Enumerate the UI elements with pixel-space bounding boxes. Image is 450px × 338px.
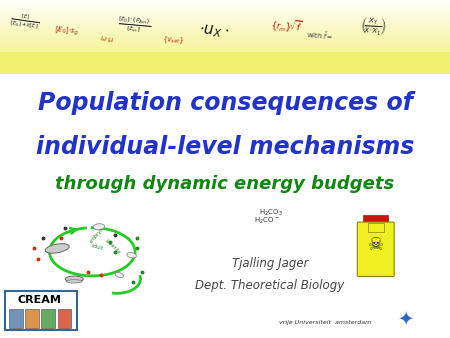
Bar: [0, 4, 450, 6]
Bar: [0, 25, 450, 27]
Bar: [41, 309, 55, 328]
Bar: [0, 55, 450, 56]
Bar: [0, 53, 450, 55]
Bar: [0, 73, 450, 74]
Bar: [0, 67, 450, 68]
Bar: [0, 34, 450, 36]
Bar: [0, 0, 450, 1]
Bar: [0, 6, 450, 7]
Bar: [0, 21, 450, 22]
Bar: [0, 64, 450, 66]
Bar: [0, 18, 450, 19]
Bar: [0, 71, 450, 73]
Bar: [0, 31, 450, 33]
Text: $[E_0]\!\cdot\! s_g$: $[E_0]\!\cdot\! s_g$: [54, 25, 79, 38]
Bar: [0, 48, 450, 49]
Bar: [0, 68, 450, 70]
Text: individual-level mechanisms: individual-level mechanisms: [36, 135, 414, 159]
Bar: [0, 1, 450, 3]
Bar: [0, 16, 450, 18]
Text: Population consequences of: Population consequences of: [37, 91, 413, 115]
Bar: [0, 42, 450, 43]
Text: $\mathsf{H_2CO^-}$: $\mathsf{H_2CO^-}$: [254, 216, 280, 226]
Bar: [0, 61, 450, 63]
Bar: [0, 27, 450, 28]
Text: through dynamic energy budgets: through dynamic energy budgets: [55, 175, 395, 193]
Bar: [0, 30, 450, 31]
Text: $\mathsf{H_2CO}_3$: $\mathsf{H_2CO}_3$: [259, 208, 283, 218]
Bar: [0, 3, 450, 4]
Bar: [0, 28, 450, 30]
Bar: [0, 19, 450, 21]
FancyBboxPatch shape: [357, 222, 394, 276]
Bar: [0, 49, 450, 51]
Text: $\{r_m\}\!\sqrt{f}$: $\{r_m\}\!\sqrt{f}$: [270, 17, 302, 36]
Bar: [0, 43, 450, 45]
Ellipse shape: [94, 224, 104, 230]
Text: Tjalling Jager: Tjalling Jager: [232, 257, 308, 270]
Bar: [0, 45, 450, 46]
Bar: [0, 66, 450, 67]
Bar: [4, 291, 76, 330]
Text: vrije Universiteit  amsterdam: vrije Universiteit amsterdam: [279, 320, 371, 325]
Bar: [0, 22, 450, 24]
Bar: [0, 10, 450, 12]
Bar: [58, 309, 71, 328]
FancyBboxPatch shape: [363, 215, 388, 225]
Bar: [0, 59, 450, 61]
Ellipse shape: [66, 280, 82, 283]
Text: juvenile: juvenile: [104, 237, 121, 255]
Bar: [25, 309, 39, 328]
Text: ☠: ☠: [368, 236, 384, 254]
Bar: [0, 7, 450, 9]
Text: $\{v_{set}\}$: $\{v_{set}\}$: [162, 34, 184, 46]
Bar: [0, 51, 450, 52]
FancyBboxPatch shape: [368, 223, 384, 232]
Bar: [0, 15, 450, 16]
Bar: [0, 46, 450, 48]
Bar: [0, 37, 450, 39]
Text: $\frac{[E_0]\!\cdot\!\{P_{Am}\}}{[E_m]}$: $\frac{[E_0]\!\cdot\!\{P_{Am}\}}{[E_m]}$: [117, 14, 152, 36]
Bar: [0, 36, 450, 37]
Ellipse shape: [115, 272, 123, 277]
Text: $\left(\!\frac{X_Y}{X\!\cdot\!X_1}\!\right)$: $\left(\!\frac{X_Y}{X\!\cdot\!X_1}\!\rig…: [360, 15, 387, 38]
Bar: [0, 39, 450, 40]
Text: $\mathrm{with}\; \tilde{f}\!=\!$: $\mathrm{with}\; \tilde{f}\!=\!$: [306, 29, 333, 43]
Text: Dept. Theoretical Biology: Dept. Theoretical Biology: [195, 279, 345, 292]
Text: CREAM: CREAM: [18, 294, 62, 305]
Bar: [9, 309, 22, 328]
Text: $\omega\!\cdot\!\mu$: $\omega\!\cdot\!\mu$: [99, 34, 115, 45]
Bar: [0, 70, 450, 71]
Bar: [0, 58, 450, 59]
Bar: [0, 52, 450, 53]
Bar: [0, 24, 450, 25]
Bar: [0, 56, 450, 58]
Text: $\cdot u_X\cdot$: $\cdot u_X\cdot$: [198, 22, 230, 40]
Text: adult: adult: [90, 243, 104, 251]
Bar: [0, 63, 450, 64]
Ellipse shape: [45, 244, 69, 253]
Ellipse shape: [127, 252, 136, 258]
Text: ✦: ✦: [397, 310, 413, 329]
Ellipse shape: [65, 276, 83, 282]
Bar: [0, 12, 450, 14]
Text: $\frac{[E]}{[E_0]+k[E]}$: $\frac{[E]}{[E_0]+k[E]}$: [9, 10, 40, 32]
Bar: [0, 40, 450, 42]
Bar: [0, 52, 450, 74]
Bar: [0, 14, 450, 15]
Text: embryo: embryo: [89, 226, 105, 244]
Bar: [0, 9, 450, 10]
Bar: [0, 33, 450, 34]
